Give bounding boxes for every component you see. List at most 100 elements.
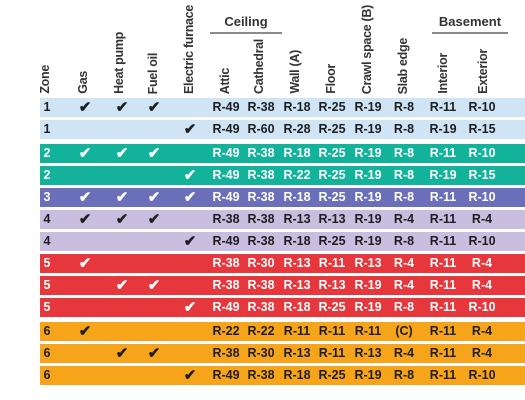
interior-cell: R-11 bbox=[429, 146, 457, 160]
interior-cell: R-19 bbox=[429, 168, 457, 182]
interior-cell: R-19 bbox=[429, 122, 457, 136]
attic-cell: R-49 bbox=[212, 368, 240, 382]
zone-cell: 5 bbox=[43, 278, 51, 292]
heat-pump-check: ✔ bbox=[116, 144, 129, 163]
header-cathedral: Cathedral bbox=[252, 39, 266, 94]
header-wall: Wall (A) bbox=[288, 50, 302, 94]
exterior-cell: R-10 bbox=[468, 100, 496, 114]
wall-cell: R-18 bbox=[283, 300, 311, 314]
fuel-oil-check: ✔ bbox=[148, 144, 161, 163]
exterior-cell: R-4 bbox=[471, 346, 493, 360]
table-row: 2 ✔ ✔ ✔ R-49 R-38 R-18 R-25 R-19 R-8 R-11 R-10 bbox=[40, 144, 525, 163]
slab-edge-cell: R-8 bbox=[393, 168, 415, 182]
wall-cell: R-13 bbox=[283, 346, 311, 360]
zone-cell: 1 bbox=[43, 100, 51, 114]
zone-cell: 6 bbox=[43, 368, 51, 382]
wall-cell: R-28 bbox=[283, 122, 311, 136]
crawl-space-cell: R-19 bbox=[354, 100, 382, 114]
slab-edge-cell: (C) bbox=[395, 324, 413, 338]
attic-cell: R-49 bbox=[212, 122, 240, 136]
header-heat-pump: Heat pump bbox=[112, 32, 126, 94]
crawl-space-cell: R-19 bbox=[354, 146, 382, 160]
table-header: Zone Gas Heat pump Fuel oil Electric fur… bbox=[0, 0, 525, 98]
check-icon: ✔ bbox=[183, 233, 197, 250]
electric-furnace-check: ✔ bbox=[184, 166, 197, 185]
table-row: 1 ✔ R-49 R-60 R-28 R-25 R-19 R-8 R-19 R-15 bbox=[40, 120, 525, 139]
exterior-cell: R-4 bbox=[471, 324, 493, 338]
crawl-space-cell: R-13 bbox=[354, 256, 382, 270]
fuel-oil-check: ✔ bbox=[148, 210, 161, 229]
exterior-cell: R-10 bbox=[468, 190, 496, 204]
gas-check: ✔ bbox=[79, 254, 92, 273]
zone-cell: 1 bbox=[43, 122, 51, 136]
slab-edge-cell: R-8 bbox=[393, 146, 415, 160]
header-fuel-oil: Fuel oil bbox=[146, 52, 160, 94]
heat-pump-check: ✔ bbox=[116, 276, 129, 295]
table-row: 4 ✔ R-49 R-38 R-18 R-25 R-19 R-8 R-11 R-10 bbox=[40, 232, 525, 251]
floor-cell: R-13 bbox=[318, 278, 346, 292]
slab-edge-cell: R-8 bbox=[393, 122, 415, 136]
header-attic: Attic bbox=[218, 67, 232, 94]
floor-cell: R-11 bbox=[318, 324, 346, 338]
zone-cell: 2 bbox=[43, 146, 51, 160]
cathedral-cell: R-38 bbox=[247, 300, 275, 314]
crawl-space-cell: R-19 bbox=[354, 368, 382, 382]
heat-pump-check: ✔ bbox=[116, 344, 129, 363]
table-row: 1 ✔ ✔ ✔ R-49 R-38 R-18 R-25 R-19 R-8 R-11 R-10 bbox=[40, 98, 525, 117]
exterior-cell: R-4 bbox=[471, 256, 493, 270]
header-ceiling-group: Ceiling bbox=[224, 14, 268, 29]
crawl-space-cell: R-13 bbox=[354, 346, 382, 360]
check-icon: ✔ bbox=[115, 189, 129, 206]
cathedral-cell: R-38 bbox=[247, 278, 275, 292]
check-icon: ✔ bbox=[147, 211, 161, 228]
interior-cell: R-11 bbox=[429, 324, 457, 338]
cathedral-cell: R-38 bbox=[247, 100, 275, 114]
cathedral-cell: R-38 bbox=[247, 146, 275, 160]
crawl-space-cell: R-19 bbox=[354, 300, 382, 314]
interior-cell: R-11 bbox=[429, 256, 457, 270]
exterior-cell: R-10 bbox=[468, 300, 496, 314]
table-row: 6 ✔ ✔ R-38 R-30 R-13 R-11 R-13 R-4 R-11 R-4 bbox=[40, 344, 525, 363]
table-row: 6 ✔ R-49 R-38 R-18 R-25 R-19 R-8 R-11 R-10 bbox=[40, 366, 525, 385]
heat-pump-check: ✔ bbox=[116, 188, 129, 207]
check-icon: ✔ bbox=[78, 211, 92, 228]
crawl-space-cell: R-19 bbox=[354, 278, 382, 292]
fuel-oil-check: ✔ bbox=[148, 344, 161, 363]
wall-cell: R-11 bbox=[283, 324, 311, 338]
zone-cell: 5 bbox=[43, 300, 51, 314]
cathedral-cell: R-38 bbox=[247, 368, 275, 382]
exterior-cell: R-15 bbox=[468, 122, 496, 136]
interior-cell: R-11 bbox=[429, 300, 457, 314]
gas-check: ✔ bbox=[79, 144, 92, 163]
floor-cell: R-25 bbox=[318, 146, 346, 160]
zone-cell: 4 bbox=[43, 212, 51, 226]
check-icon: ✔ bbox=[183, 167, 197, 184]
floor-cell: R-25 bbox=[318, 300, 346, 314]
header-slab-edge: Slab edge bbox=[396, 37, 410, 94]
header-floor: Floor bbox=[324, 64, 338, 94]
crawl-space-cell: R-19 bbox=[354, 212, 382, 226]
check-icon: ✔ bbox=[183, 299, 197, 316]
floor-cell: R-25 bbox=[318, 190, 346, 204]
check-icon: ✔ bbox=[115, 277, 129, 294]
heat-pump-check: ✔ bbox=[116, 98, 129, 117]
exterior-cell: R-4 bbox=[471, 212, 493, 226]
check-icon: ✔ bbox=[147, 145, 161, 162]
attic-cell: R-38 bbox=[212, 256, 240, 270]
cathedral-cell: R-60 bbox=[247, 122, 275, 136]
check-icon: ✔ bbox=[78, 189, 92, 206]
table-row: 2 ✔ R-49 R-38 R-22 R-25 R-19 R-8 R-19 R-15 bbox=[40, 166, 525, 185]
exterior-cell: R-15 bbox=[468, 168, 496, 182]
fuel-oil-check: ✔ bbox=[148, 188, 161, 207]
table-row: 4 ✔ ✔ ✔ R-38 R-38 R-13 R-13 R-19 R-4 R-11 R-4 bbox=[40, 210, 525, 229]
check-icon: ✔ bbox=[147, 99, 161, 116]
slab-edge-cell: R-4 bbox=[393, 256, 415, 270]
crawl-space-cell: R-19 bbox=[354, 122, 382, 136]
attic-cell: R-49 bbox=[212, 300, 240, 314]
exterior-cell: R-10 bbox=[468, 146, 496, 160]
floor-cell: R-25 bbox=[318, 100, 346, 114]
attic-cell: R-38 bbox=[212, 278, 240, 292]
zone-cell: 2 bbox=[43, 168, 51, 182]
gas-check: ✔ bbox=[79, 210, 92, 229]
heat-pump-check: ✔ bbox=[116, 210, 129, 229]
